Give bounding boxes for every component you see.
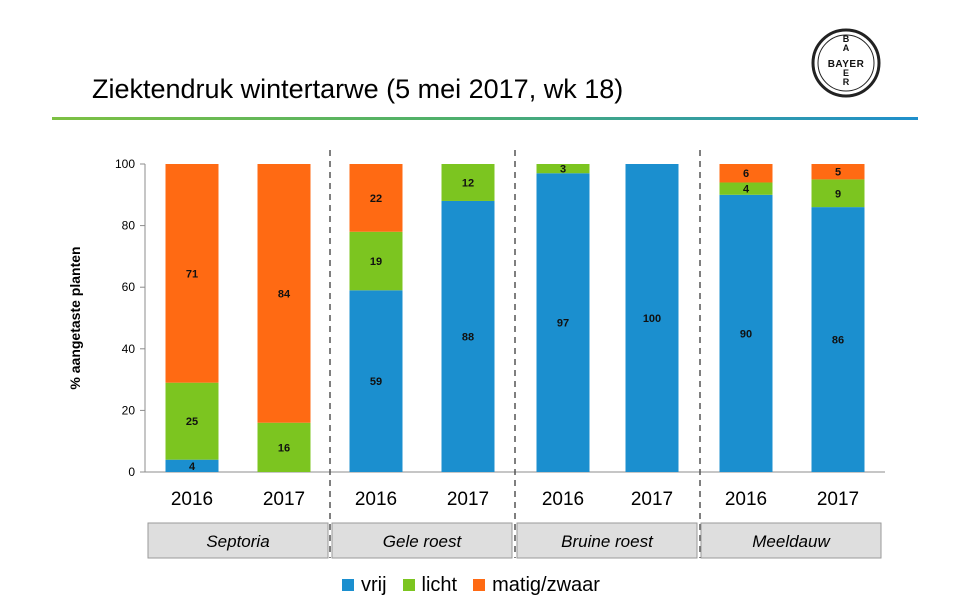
legend-item-licht: licht	[402, 573, 458, 597]
legend-label-licht: licht	[421, 573, 458, 596]
legend-swatch-licht	[402, 579, 415, 591]
data-label-vrij: 100	[643, 313, 661, 325]
data-label-vrij: 90	[740, 328, 752, 340]
bar-segment-licht	[719, 182, 773, 195]
x-tick-label: 2017	[817, 489, 859, 510]
bar-segment-vrij	[719, 194, 773, 473]
x-tick-label: 2016	[171, 489, 213, 510]
bar-segment-licht	[165, 382, 219, 460]
x-tick-label: 2016	[542, 489, 584, 510]
group-label-box	[331, 522, 513, 559]
bar-segment-vrij	[811, 207, 865, 472]
y-tick-label: 100	[115, 157, 135, 171]
legend-swatch-vrij	[342, 579, 354, 591]
data-label-licht: 16	[278, 442, 290, 454]
data-label-matig-zwaar: 22	[370, 193, 382, 205]
group-label: Meeldauw	[752, 532, 831, 551]
data-label-licht: 12	[462, 177, 474, 189]
group-label-box	[700, 522, 882, 559]
group-label: Gele roest	[383, 532, 463, 551]
data-label-licht: 9	[835, 188, 841, 200]
data-label-licht: 3	[560, 164, 566, 176]
data-label-matig-zwaar: 84	[278, 288, 291, 300]
data-label-vrij: 4	[189, 461, 196, 473]
legend-item-vrij: vrij	[342, 574, 387, 597]
data-label-vrij: 59	[370, 376, 382, 388]
group-label: Bruine roest	[561, 532, 654, 551]
y-tick-label: 0	[128, 465, 135, 479]
bar-segment-vrij	[625, 164, 679, 472]
bar-segment-licht	[441, 164, 495, 201]
svg-text:BAYER: BAYER	[828, 59, 865, 70]
bar-segment-licht	[349, 231, 403, 291]
data-label-vrij: 86	[832, 335, 844, 347]
legend-label-matig-zwaar: matig/zwaar	[492, 573, 600, 596]
data-label-matig-zwaar: 71	[186, 268, 198, 280]
group-label-box	[516, 522, 698, 559]
group-label-box	[147, 522, 329, 559]
y-axis-title: % aangetaste planten	[67, 246, 83, 389]
bar-segment-matig-zwaar	[165, 164, 219, 383]
bar-segment-licht	[536, 164, 590, 174]
bar-segment-vrij	[441, 200, 495, 472]
title-divider	[52, 117, 918, 120]
y-tick-label: 80	[122, 219, 136, 233]
bar-segment-licht	[811, 179, 865, 208]
bar-segment-matig-zwaar	[349, 164, 403, 232]
bar-segment-vrij	[536, 173, 590, 473]
legend-swatch-matig-zwaar	[473, 579, 486, 591]
data-label-vrij: 88	[462, 331, 474, 343]
bar-segment-licht	[257, 422, 311, 472]
x-tick-label: 2017	[447, 489, 489, 510]
chart-title: Ziektendruk wintertarwe (5 mei 2017, wk …	[92, 74, 624, 104]
data-label-licht: 4	[743, 184, 750, 196]
bayer-logo: BAYER B A E R	[811, 28, 881, 98]
bar-segment-matig-zwaar	[719, 164, 773, 183]
x-tick-label: 2017	[263, 489, 305, 510]
bar-segment-matig-zwaar	[257, 164, 311, 423]
legend-item-matig-zwaar: matig/zwaar	[473, 574, 600, 597]
x-tick-label: 2016	[725, 489, 767, 510]
svg-text:E: E	[843, 68, 849, 78]
y-tick-label: 20	[122, 403, 136, 417]
data-label-matig-zwaar: 6	[743, 168, 749, 180]
bar-segment-vrij	[349, 290, 403, 472]
legend-label-vrij: vrij	[361, 573, 387, 596]
data-label-licht: 25	[186, 416, 198, 428]
svg-text:R: R	[843, 77, 850, 87]
y-tick-label: 40	[122, 342, 136, 356]
x-tick-label: 2017	[631, 489, 673, 510]
legend: vrij licht matig/zwaar	[342, 574, 616, 596]
svg-text:B: B	[843, 34, 850, 44]
y-tick-label: 60	[122, 280, 136, 294]
data-label-vrij: 97	[557, 318, 569, 330]
svg-text:A: A	[843, 43, 850, 53]
x-tick-label: 2016	[355, 489, 397, 510]
data-label-licht: 19	[370, 256, 382, 268]
data-label-matig-zwaar: 5	[835, 167, 841, 179]
group-label: Septoria	[206, 532, 269, 551]
bar-segment-matig-zwaar	[811, 164, 865, 180]
bar-segment-vrij	[165, 459, 219, 472]
